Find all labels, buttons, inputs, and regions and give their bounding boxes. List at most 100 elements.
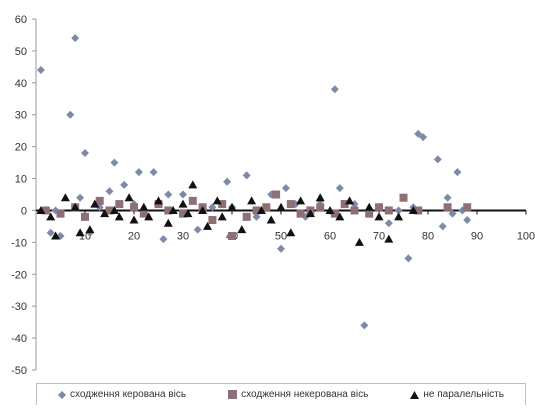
square-point <box>365 209 374 218</box>
square-point <box>139 209 148 218</box>
square-point <box>375 203 383 212</box>
diamond-point <box>71 34 80 43</box>
diamond-marker-icon <box>58 390 67 399</box>
diamond-point <box>394 206 403 215</box>
diamond-point <box>419 133 428 142</box>
diamond-point <box>404 254 413 263</box>
x-tick-label: 50 <box>275 230 287 242</box>
diamond-point <box>149 168 158 177</box>
triangle-point <box>384 234 394 243</box>
series-layer <box>36 34 472 330</box>
diamond-point <box>208 203 217 212</box>
square-point <box>41 206 50 215</box>
triangle-point <box>46 212 56 221</box>
legend-item-series-2: сходження некерована вісь <box>228 389 368 400</box>
series-3 <box>36 180 418 246</box>
square-point <box>316 203 325 212</box>
triangle-point <box>335 212 345 221</box>
diamond-point <box>46 228 55 237</box>
triangle-point <box>203 221 212 230</box>
square-point <box>286 200 295 209</box>
square-point <box>115 200 124 209</box>
diamond-point <box>120 180 129 189</box>
triangle-point <box>286 228 296 237</box>
square-point <box>296 209 305 218</box>
diamond-point <box>179 190 187 199</box>
square-point <box>164 206 173 215</box>
triangle-point <box>85 225 95 234</box>
triangle-marker-icon <box>410 390 420 399</box>
triangle-point <box>109 205 119 214</box>
square-point <box>252 206 261 215</box>
diamond-point <box>164 190 173 199</box>
diamond-point <box>448 209 457 218</box>
triangle-point <box>217 212 227 221</box>
x-axis: 102030405060708090100 <box>36 209 535 242</box>
legend-label-series-3: не паралельність <box>423 389 504 400</box>
square-point <box>56 209 65 218</box>
square-point <box>272 190 281 199</box>
triangle-point <box>266 215 276 224</box>
x-tick-label: 60 <box>324 230 336 242</box>
diamond-point <box>360 321 369 330</box>
diamond-point <box>105 187 114 196</box>
triangle-point <box>163 218 173 227</box>
triangle-point <box>237 225 247 234</box>
triangle-point <box>374 212 384 221</box>
square-point <box>228 231 236 240</box>
y-tick-label: 40 <box>15 78 27 90</box>
triangle-point <box>154 196 163 205</box>
triangle-point <box>212 196 222 205</box>
diamond-point <box>66 110 75 119</box>
x-tick-label: 90 <box>471 230 483 242</box>
square-point <box>262 203 271 212</box>
x-tick-label: 30 <box>177 230 189 242</box>
diamond-point <box>414 129 423 138</box>
y-tick-label: -10 <box>11 237 27 249</box>
triangle-point <box>178 199 188 208</box>
square-point <box>330 209 339 218</box>
diamond-point <box>453 168 462 177</box>
triangle-point <box>51 231 61 240</box>
y-axis: 60 50 40 30 20 10 0 -10 -20 -30 -40 -50 <box>11 14 37 377</box>
triangle-point <box>345 196 355 205</box>
diamond-point <box>443 193 452 202</box>
y-tick-label: -40 <box>11 333 27 345</box>
triangle-point <box>256 205 266 214</box>
square-point <box>105 206 114 215</box>
y-tick-label: -50 <box>11 365 27 377</box>
diamond-point <box>281 184 290 193</box>
diamond-point <box>81 149 89 158</box>
triangle-point <box>354 237 364 246</box>
diamond-point <box>384 219 393 228</box>
square-point <box>463 203 472 212</box>
square-point <box>414 206 423 215</box>
triangle-point <box>305 209 315 218</box>
triangle-point <box>315 193 325 202</box>
diamond-point <box>36 66 45 75</box>
y-tick-label: -20 <box>11 269 27 281</box>
diamond-point <box>134 168 143 177</box>
diamond-point <box>330 85 339 94</box>
x-tick-label: 100 <box>517 230 535 242</box>
triangle-point <box>75 228 85 237</box>
triangle-point <box>114 212 124 221</box>
triangle-point <box>129 215 139 224</box>
triangle-point <box>168 205 178 214</box>
triangle-point <box>394 212 404 221</box>
square-point <box>242 212 251 221</box>
square-point <box>443 203 452 212</box>
diamond-point <box>252 212 261 221</box>
y-tick-label: 50 <box>15 46 27 58</box>
square-point <box>384 206 393 215</box>
legend-item-series-3: не паралельність <box>410 389 504 400</box>
square-marker-icon <box>228 390 238 399</box>
triangle-point <box>188 180 198 189</box>
square-point <box>95 196 104 205</box>
triangle-point <box>408 205 418 214</box>
triangle-point <box>144 212 154 221</box>
legend-label-series-1: сходження керована вісь <box>70 389 187 400</box>
legend-item-series-1: сходження керована вісь <box>58 389 186 400</box>
triangle-point <box>198 205 208 214</box>
